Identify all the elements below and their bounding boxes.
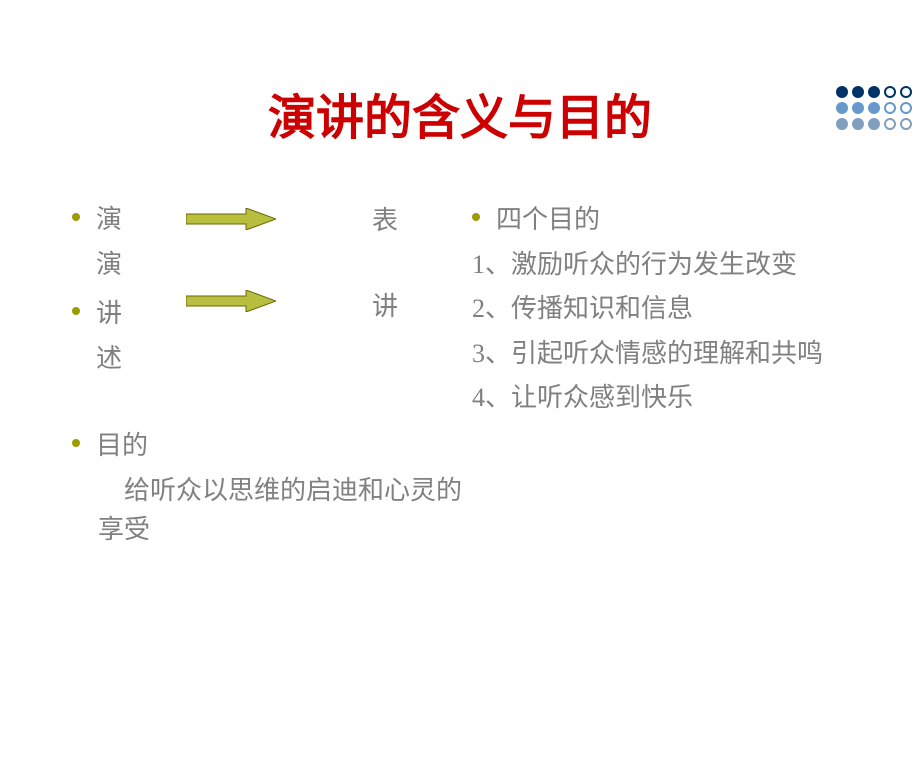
bullet-text: 演 [96,200,122,239]
corner-decoration [836,86,912,130]
bullet-icon [72,439,80,447]
list-text: 让听众感到快乐 [511,378,693,418]
sub-text: 给听众以思维的启迪和心灵的享受 [98,471,472,549]
list-number: 3、 [472,334,511,374]
bullet-icon [72,307,80,315]
deco-dot [868,102,880,114]
deco-dot [884,86,896,98]
list-item: 2、 传播知识和信息 [472,289,872,329]
deco-dot [868,118,880,130]
deco-dot [900,86,912,98]
deco-dot [836,118,848,130]
list-text: 传播知识和信息 [511,289,693,329]
mapped-word: 讲 [372,286,398,323]
deco-dot [868,86,880,98]
arrow-icon: arrow [186,208,276,230]
list-number: 4、 [472,378,511,418]
arrow-shape: arrow [186,208,276,230]
bullet-text: 讲 [96,294,122,333]
bullet-icon [472,213,480,221]
content-area: 演 演 arrow 表 讲 述 讲 目的 给听众以思维的启迪和心灵的享受 四个目… [0,200,920,549]
deco-dot [852,118,864,130]
indent-text: 述 [96,339,472,378]
deco-dot [900,102,912,114]
deco-dot [852,86,864,98]
arrow-icon [186,290,276,312]
list-item: 3、 引起听众情感的理解和共鸣 [472,334,872,374]
list-number: 2、 [472,289,511,329]
indent-text: 演 [96,245,472,284]
bullet-text: 目的 [96,426,148,465]
list-number: 1、 [472,245,511,285]
slide-title: 演讲的含义与目的 [0,78,920,148]
list-text: 引起听众情感的理解和共鸣 [511,334,823,374]
mapped-word: 表 [372,200,398,237]
arrow-shape [186,290,276,312]
deco-dot [884,102,896,114]
list-item: 1、 激励听众的行为发生改变 [472,245,872,285]
bullet-item: 目的 [72,426,472,465]
bullet-icon [72,213,80,221]
deco-dot [900,118,912,130]
bullet-text: 四个目的 [496,200,600,239]
deco-dot [884,118,896,130]
deco-dot [836,102,848,114]
left-column: 演 演 arrow 表 讲 述 讲 目的 给听众以思维的启迪和心灵的享受 [72,200,472,549]
list-item: 4、 让听众感到快乐 [472,378,872,418]
deco-dot [836,86,848,98]
bullet-item: 四个目的 [472,200,872,239]
deco-dot [852,102,864,114]
right-column: 四个目的 1、 激励听众的行为发生改变 2、 传播知识和信息 3、 引起听众情感… [472,200,872,549]
list-text: 激励听众的行为发生改变 [511,245,797,285]
